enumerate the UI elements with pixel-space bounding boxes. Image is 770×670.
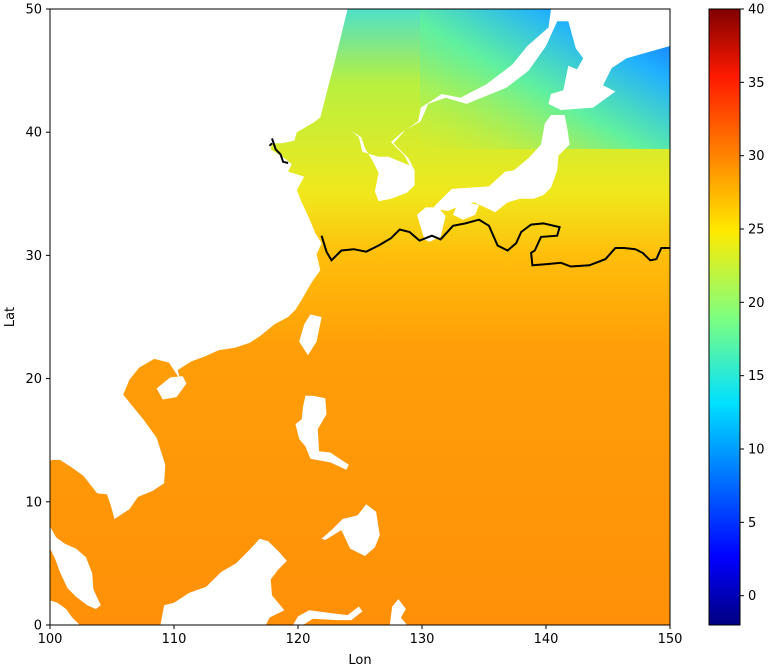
colorbar-gradient bbox=[708, 8, 741, 626]
contour-segment-1 bbox=[268, 142, 273, 147]
y-tick-label: 20 bbox=[25, 372, 42, 387]
land-sumatra_corner bbox=[50, 600, 80, 625]
colorbar-tick-label: 20 bbox=[748, 296, 765, 311]
x-tick-label: 110 bbox=[162, 632, 187, 647]
x-tick-label: 100 bbox=[38, 632, 63, 647]
colorbar: 0 5 10 15 20 25 30 35 40 bbox=[708, 3, 765, 626]
y-tick-label: 0 bbox=[34, 619, 42, 634]
colorbar-tick-label: 0 bbox=[748, 589, 756, 604]
y-tick-label: 40 bbox=[25, 126, 42, 141]
land-mindanao bbox=[321, 504, 380, 556]
y-tick-label: 10 bbox=[25, 495, 42, 510]
plot-frame bbox=[49, 8, 671, 626]
colorbar-tick-label: 5 bbox=[748, 516, 756, 531]
land-halmahera bbox=[389, 599, 408, 625]
land-luzon bbox=[295, 395, 349, 470]
contour-main bbox=[320, 218, 670, 268]
x-tick-label: 150 bbox=[658, 632, 683, 647]
y-tick-label: 50 bbox=[25, 3, 42, 18]
x-axis: 100 110 120 130 140 150 bbox=[38, 625, 683, 647]
colorbar-tick-label: 30 bbox=[748, 149, 765, 164]
land-japan_honshu bbox=[434, 115, 570, 213]
x-tick-label: 130 bbox=[410, 632, 435, 647]
colorbar-tick-label: 15 bbox=[748, 369, 765, 384]
x-tick-label: 140 bbox=[534, 632, 559, 647]
land-mask bbox=[50, 9, 670, 625]
land-borneo bbox=[160, 538, 287, 625]
colorbar-tick-label: 10 bbox=[748, 443, 765, 458]
land-china_indochina bbox=[50, 9, 348, 519]
x-tick-label: 120 bbox=[286, 632, 311, 647]
land-japan_kyushu bbox=[417, 207, 446, 242]
y-tick-label: 30 bbox=[25, 249, 42, 264]
land-japan_shikoku bbox=[453, 202, 479, 220]
colorbar-tick-label: 25 bbox=[748, 223, 765, 238]
land-malay_peninsula bbox=[50, 526, 101, 609]
y-axis: 0 10 20 30 40 50 bbox=[25, 3, 50, 634]
colorbar-tick-label: 40 bbox=[748, 3, 765, 18]
contour-line bbox=[268, 138, 670, 268]
colorbar-tick-label: 35 bbox=[748, 76, 765, 91]
contour-segment-0 bbox=[271, 138, 289, 164]
y-axis-label: Lat bbox=[3, 307, 18, 327]
colorbar-ticks: 0 5 10 15 20 25 30 35 40 bbox=[740, 3, 765, 604]
land-taiwan bbox=[299, 314, 322, 356]
x-axis-label: Lon bbox=[348, 653, 371, 668]
plot-area bbox=[50, 9, 670, 625]
land-sulawesi bbox=[293, 606, 363, 625]
land-korea bbox=[351, 9, 670, 202]
land-hainan bbox=[156, 376, 187, 400]
